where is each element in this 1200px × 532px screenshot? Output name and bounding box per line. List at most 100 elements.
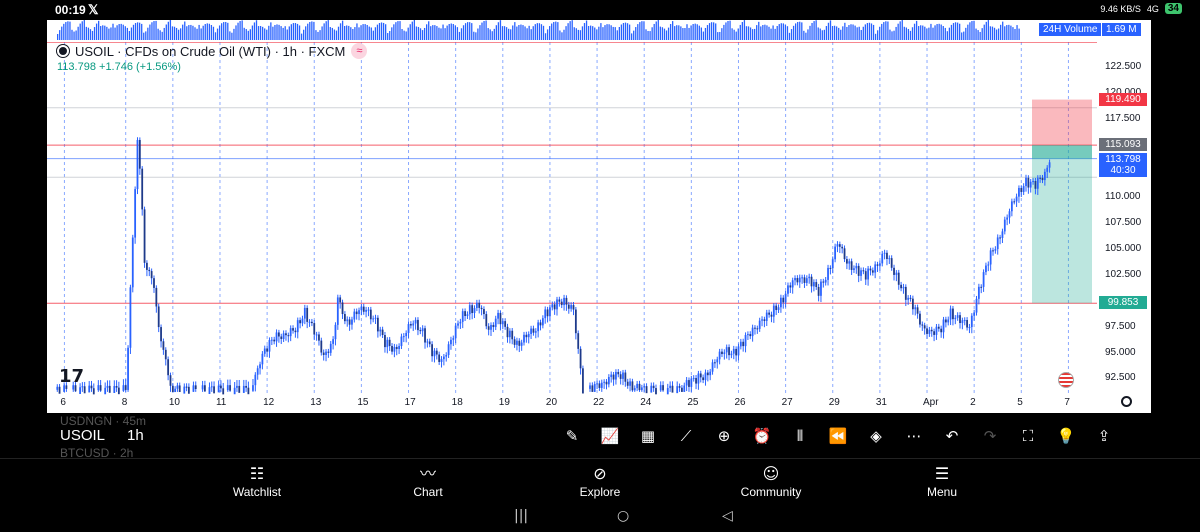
candle-body xyxy=(768,312,771,315)
home-icon[interactable]: ○ xyxy=(617,508,630,524)
candle-body xyxy=(259,364,261,369)
candles-icon[interactable]: ⫴ xyxy=(796,427,804,445)
candle-body xyxy=(869,268,872,271)
volume-bar xyxy=(645,29,647,40)
volume-bar xyxy=(868,22,871,40)
candle-body xyxy=(92,388,95,395)
volume-bar xyxy=(575,28,577,40)
nav-chart[interactable]: 〰 Chart xyxy=(368,463,488,499)
symbol-title-row[interactable]: USOIL · CFDs on Crude Oil (WTI) · 1h · F… xyxy=(57,43,368,59)
volume-bar xyxy=(534,24,536,40)
nav-community[interactable]: ☺ Community xyxy=(711,463,831,499)
candle-body xyxy=(210,386,213,388)
nav-explore[interactable]: ⊘ Explore xyxy=(540,463,660,499)
symbol-strip[interactable]: USDNGN · 45m USOIL 1h BTCUSD · 2h ✎ 📈 ▦ … xyxy=(0,413,1200,460)
volume-bar xyxy=(573,27,575,40)
grid-icon[interactable]: ▦ xyxy=(640,427,656,445)
volume-bar xyxy=(938,23,940,40)
candle-body xyxy=(999,237,1001,239)
candle-body xyxy=(582,368,584,394)
trendline-icon[interactable]: ⟋ xyxy=(680,427,692,445)
volume-bar xyxy=(499,20,502,40)
candle-body xyxy=(871,270,874,273)
volume-bar xyxy=(259,25,262,40)
candle-body xyxy=(192,385,195,392)
chart-panel[interactable]: 24H Volume 1.69 M USOIL · CFDs on Crude … xyxy=(47,20,1151,413)
candle-body xyxy=(551,304,554,308)
recents-icon[interactable]: ||| xyxy=(514,508,529,524)
volume-bar xyxy=(795,23,797,40)
candle-body xyxy=(1020,188,1023,192)
current-symbol[interactable]: USOIL xyxy=(60,427,106,444)
volume-bar xyxy=(786,26,789,40)
candle-body xyxy=(909,297,912,299)
volume-bar xyxy=(790,29,793,40)
wave-icon[interactable]: ≈ xyxy=(351,43,368,59)
settings-icon[interactable] xyxy=(1121,396,1132,407)
candle-body xyxy=(810,276,813,287)
volume-bar xyxy=(233,28,235,40)
candle-countdown: 40:30 xyxy=(1110,164,1136,176)
undo-icon[interactable]: ↶ xyxy=(945,427,959,445)
volume-bar xyxy=(987,20,989,40)
volume-bar xyxy=(983,24,985,40)
volume-bar xyxy=(969,22,971,40)
back-icon[interactable]: ◁ xyxy=(722,508,733,524)
tradingview-logo-icon[interactable]: 17 xyxy=(59,366,85,387)
volume-bar xyxy=(221,23,223,40)
candle-body xyxy=(494,318,497,328)
bulb-icon[interactable]: 💡 xyxy=(1056,427,1076,445)
volume-bar xyxy=(91,30,94,40)
volume-bar xyxy=(563,29,565,40)
alarm-icon[interactable]: ⏰ xyxy=(752,427,772,445)
layers-icon[interactable]: ◈ xyxy=(870,427,882,445)
price-chart[interactable] xyxy=(47,20,1151,413)
volume-bar xyxy=(368,26,370,40)
volume-bar xyxy=(266,29,268,40)
volume-bar xyxy=(458,31,461,40)
volume-bar xyxy=(102,25,104,40)
volume-bar xyxy=(280,26,282,40)
x-logo-icon: 𝕏 xyxy=(88,2,99,17)
indicators-icon[interactable]: 📈 xyxy=(600,427,620,445)
candle-body xyxy=(386,339,389,348)
nav-menu[interactable]: ☰ Menu xyxy=(882,463,1002,499)
volume-bar xyxy=(501,26,504,40)
volume-bar xyxy=(885,21,887,40)
replay-icon[interactable]: ⏪ xyxy=(828,427,848,445)
entry-price-tag: 115.093 xyxy=(1099,138,1147,152)
candle-body xyxy=(141,168,144,210)
candle-body xyxy=(961,320,964,324)
prev-symbol[interactable]: USDNGN · 45m xyxy=(60,414,147,428)
redo-icon[interactable]: ↷ xyxy=(983,427,997,445)
candle-body xyxy=(761,319,763,321)
volume-bar xyxy=(979,31,981,40)
volume-bar xyxy=(276,24,278,40)
plus-icon[interactable]: ⊕ xyxy=(717,427,731,445)
volume-bar xyxy=(895,26,897,40)
share-icon[interactable]: ⇪ xyxy=(1097,427,1111,445)
us-flag-icon[interactable] xyxy=(1058,372,1074,388)
volume-bar xyxy=(83,20,85,40)
next-symbol[interactable]: BTCUSD · 2h xyxy=(60,446,134,460)
candle-body xyxy=(796,278,799,283)
candle-body xyxy=(669,385,672,389)
fullscreen-icon[interactable]: ⛶ xyxy=(1022,427,1034,445)
volume-bar xyxy=(411,21,413,40)
pencil-icon[interactable]: ✎ xyxy=(565,427,579,445)
more-icon[interactable]: ⋯ xyxy=(906,427,922,445)
candle-body xyxy=(881,253,884,264)
time-axis-label: 26 xyxy=(734,397,746,408)
candle-body xyxy=(751,327,754,337)
candle-body xyxy=(516,340,518,345)
time-axis-label: 25 xyxy=(687,397,699,408)
volume-bar xyxy=(774,28,776,40)
candle-body xyxy=(1010,201,1013,212)
candle-body xyxy=(313,323,316,335)
volume-bar xyxy=(282,27,284,40)
volume-bar xyxy=(856,27,858,40)
volume-bar xyxy=(569,21,571,40)
volume-bar xyxy=(565,26,567,40)
nav-watchlist[interactable]: ☷ Watchlist xyxy=(197,463,317,499)
timeframe[interactable]: 1h xyxy=(127,427,144,444)
